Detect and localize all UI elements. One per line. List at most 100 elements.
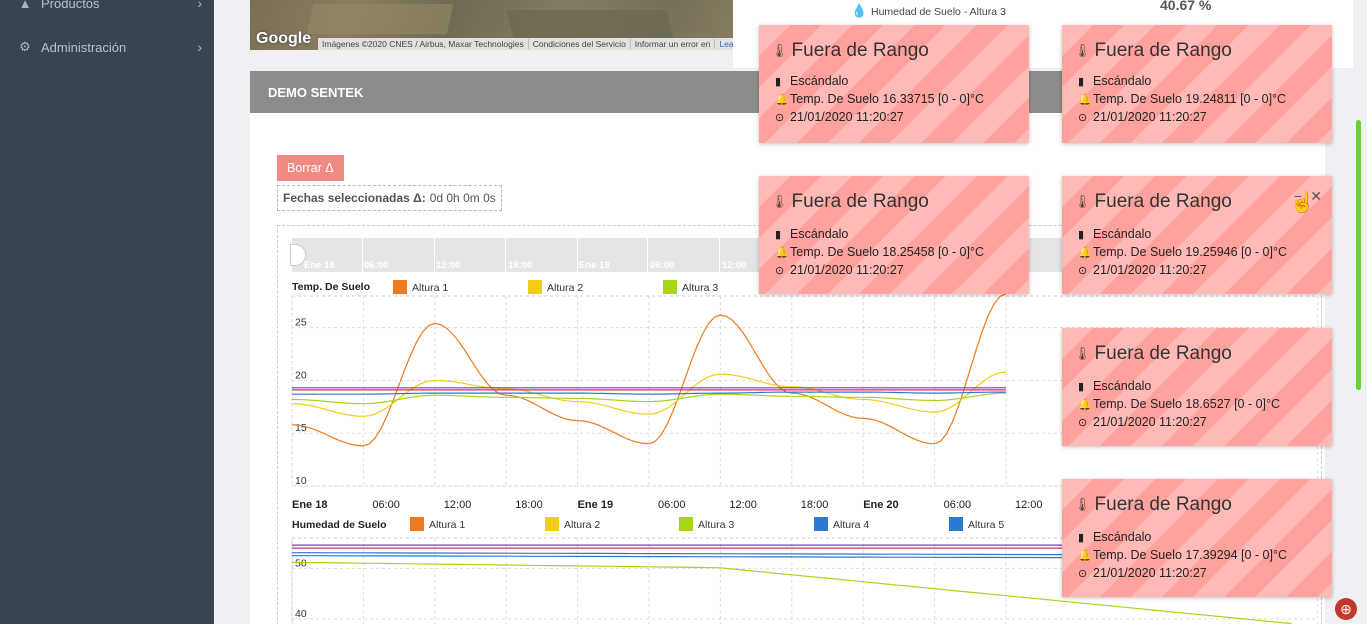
navigator-tick: 18:00: [508, 260, 533, 271]
x-tick-label: Ene 19: [578, 499, 613, 511]
fechas-value: 0d 0h 0m 0s: [429, 191, 496, 205]
help-icon[interactable]: ⊕: [1335, 598, 1357, 620]
legend-label: Altura 4: [833, 519, 869, 531]
legend-label: Altura 5: [968, 519, 1004, 531]
navigator-divider: [719, 238, 720, 272]
navigator-tick: 06:00: [364, 260, 389, 271]
sidebar-item-administracion[interactable]: ⚙ Administración ›: [0, 32, 214, 62]
navigator-tick: 12:00: [436, 260, 461, 271]
sidebar: ▲ Productos › ⚙ Administración ›: [0, 0, 214, 624]
alert-toast[interactable]: 🌡 Fuera de Rango ▮ Escándalo 🔔 Temp. De Sue…: [759, 176, 1029, 294]
navigator-handle[interactable]: [290, 244, 306, 266]
google-logo: Google: [256, 30, 312, 47]
sensor-value: 40.67 %: [1160, 0, 1212, 13]
legend-swatch: [545, 517, 559, 531]
satellite-map[interactable]: Google Imágenes ©2020 CNES / Airbus, Max…: [250, 0, 760, 50]
bell-icon: 🔔: [775, 246, 789, 259]
x-tick-label: 12:00: [444, 499, 472, 511]
alert-toast[interactable]: 🌡 Fuera de Rango ▮ Escándalo 🔔 Temp. De Sue…: [1062, 328, 1332, 446]
alert-time: 21/01/2020 11:20:27: [1093, 566, 1207, 580]
legend-swatch: [949, 517, 963, 531]
map-field: [506, 10, 674, 38]
device-icon: ▮: [1078, 531, 1085, 544]
navigator-divider: [362, 238, 363, 272]
bell-icon: 🔔: [1078, 398, 1092, 411]
thermometer-icon: 🌡: [1074, 43, 1091, 58]
clock-icon: ⊙: [775, 111, 785, 124]
alert-time: 21/01/2020 11:20:27: [1093, 263, 1207, 277]
bell-icon: 🔔: [1078, 93, 1092, 106]
legend-swatch: [663, 280, 677, 294]
thermometer-icon: 🌡: [771, 194, 788, 209]
y-tick-label: 10: [295, 475, 307, 487]
alert-device: Escándalo: [1093, 74, 1152, 88]
legend-swatch: [528, 280, 542, 294]
clock-icon: ⊙: [1078, 264, 1088, 277]
fechas-label: Fechas seleccionadas Δ:: [283, 191, 426, 205]
legend-label: Altura 2: [547, 282, 583, 294]
alert-title: Fuera de Rango: [1094, 191, 1232, 212]
x-tick-label: 06:00: [944, 499, 972, 511]
series-line: [291, 293, 1007, 447]
series-line: [291, 392, 1007, 405]
device-icon: ▮: [1078, 380, 1085, 393]
thermometer-icon: 🌡: [1074, 497, 1091, 512]
sensor-label: Humedad de Suelo - Altura 3: [871, 6, 1006, 18]
chart-title: Temp. De Suelo: [292, 281, 370, 293]
navigator-divider: [434, 238, 435, 272]
navigator-tick: 06:00: [650, 260, 675, 271]
clock-icon: ⊙: [1078, 111, 1088, 124]
flask-icon: ▲: [18, 0, 32, 11]
alert-toast[interactable]: 🌡 Fuera de Rango ▮ Escándalo 🔔 Temp. De Sue…: [1062, 479, 1332, 597]
close-icon[interactable]: ✕: [1310, 188, 1322, 204]
alert-time: 21/01/2020 11:20:27: [790, 110, 904, 124]
map-attribution: Imágenes ©2020 CNES / Airbus, Maxar Tech…: [318, 38, 740, 50]
thermometer-icon: 🌡: [771, 43, 788, 58]
y-tick-label: 40: [295, 608, 307, 620]
thermometer-icon: 🌡: [1074, 346, 1091, 361]
bell-icon: 🔔: [1078, 549, 1092, 562]
alert-device: Escándalo: [1093, 379, 1152, 393]
leaflet-link[interactable]: Leaf: [719, 39, 736, 49]
minimize-icon[interactable]: −: [1293, 188, 1302, 204]
x-tick-label: Ene 18: [292, 499, 327, 511]
legend-label: Altura 3: [682, 282, 718, 294]
legend-label: Altura 1: [429, 519, 465, 531]
chart-title: Humedad de Suelo: [292, 519, 387, 531]
x-tick-label: 12:00: [1015, 499, 1043, 511]
borrar-delta-button[interactable]: Borrar Δ: [277, 155, 344, 181]
x-tick-label: 12:00: [729, 499, 757, 511]
x-tick-label: 06:00: [372, 499, 400, 511]
sidebar-item-productos[interactable]: ▲ Productos ›: [0, 0, 214, 18]
scrollbar[interactable]: [1356, 120, 1361, 390]
bell-icon: 🔔: [1078, 246, 1092, 259]
alert-toast[interactable]: 🌡 Fuera de Rango − ✕ ▮ Escándalo 🔔 Temp. De…: [1062, 176, 1332, 294]
chevron-right-icon: ›: [197, 0, 202, 11]
y-tick-label: 50: [295, 557, 307, 569]
alert-message: Temp. De Suelo 17.39294 [0 - 0]°C: [1093, 548, 1288, 562]
water-drop-icon: 💧: [851, 3, 868, 18]
alert-device: Escándalo: [1093, 530, 1152, 544]
thermometer-icon: 🌡: [1074, 194, 1091, 209]
navigator-tick: Ene 19: [579, 260, 610, 271]
legend-swatch: [814, 517, 828, 531]
alert-toast[interactable]: 🌡 Fuera de Rango ▮ Escándalo 🔔 Temp. De Sue…: [1062, 25, 1332, 143]
chevron-right-icon: ›: [197, 39, 202, 55]
alert-time: 21/01/2020 11:20:27: [1093, 110, 1207, 124]
map-report-error-link[interactable]: Informar un error en: [631, 39, 716, 49]
map-terms-link[interactable]: Condiciones del Servicio: [529, 39, 631, 49]
hand-cursor-icon: ☝: [1290, 192, 1315, 214]
alert-time: 21/01/2020 11:20:27: [1093, 415, 1207, 429]
series-line: [292, 391, 1006, 395]
alert-device: Escándalo: [1093, 227, 1152, 241]
fechas-seleccionadas: Fechas seleccionadas Δ: 0d 0h 0m 0s: [277, 185, 502, 211]
y-tick-label: 25: [295, 317, 307, 329]
gear-icon: ⚙: [19, 39, 31, 54]
navigator-divider: [505, 238, 506, 272]
alert-title: Fuera de Rango: [1094, 343, 1232, 364]
clock-icon: ⊙: [1078, 416, 1088, 429]
navigator-tick: 12:00: [722, 260, 747, 271]
device-icon: ▮: [775, 228, 782, 241]
alert-title: Fuera de Rango: [1094, 40, 1232, 61]
alert-toast[interactable]: 🌡 Fuera de Rango ▮ Escándalo 🔔 Temp. De Sue…: [759, 25, 1029, 143]
